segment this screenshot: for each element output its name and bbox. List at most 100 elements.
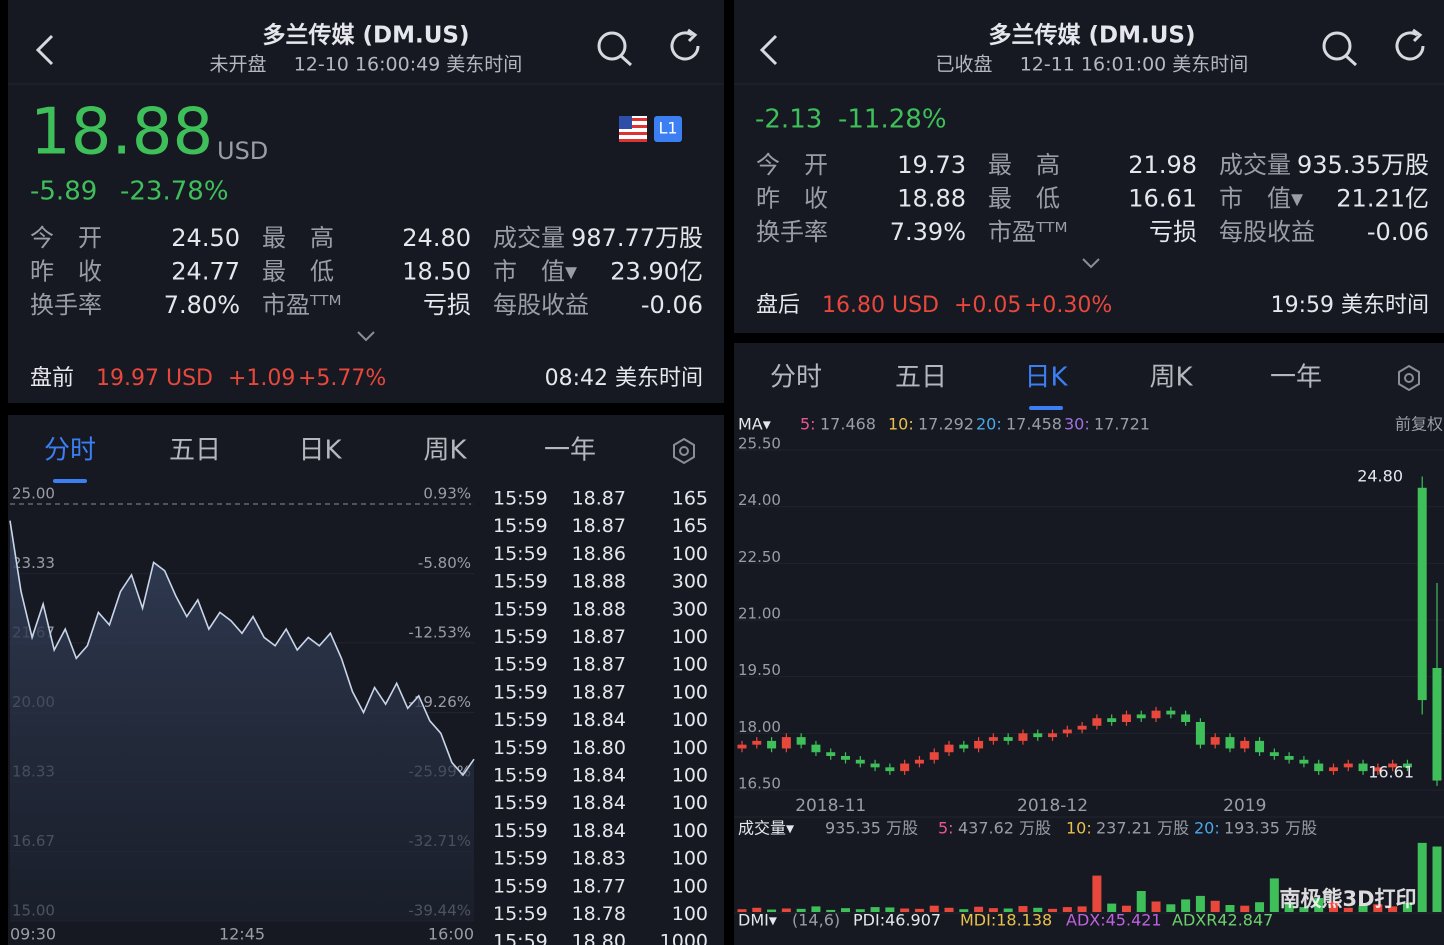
- trade-time: 15:59: [493, 543, 548, 565]
- candle-body: [811, 744, 821, 753]
- y-tick-label: 23.33: [12, 554, 55, 572]
- stat-value: 亏损: [1149, 218, 1197, 246]
- candle-body: [1077, 725, 1087, 730]
- volume-bar: [1269, 878, 1279, 912]
- candle-body: [1107, 718, 1117, 722]
- title: 多兰传媒 (DM.US): [989, 22, 1196, 49]
- stat-value: 23.90亿: [610, 258, 703, 286]
- volume-bar: [737, 909, 747, 912]
- trade-price: 18.84: [572, 820, 626, 842]
- candle-body: [1166, 710, 1176, 715]
- volume-bar: [1328, 901, 1338, 912]
- volume-bar: [1136, 891, 1146, 912]
- volume-bar: [870, 907, 880, 912]
- trade-time: 15:59: [493, 931, 548, 945]
- volume-ma-value: 237.21 万股: [1096, 819, 1189, 838]
- tab[interactable]: 分时: [770, 363, 822, 393]
- expand-icon[interactable]: [357, 331, 375, 342]
- badge-text: L1: [658, 119, 677, 138]
- candle-body: [1417, 487, 1427, 701]
- back-button[interactable]: [759, 34, 778, 66]
- stat-label: 昨 收: [30, 258, 102, 286]
- expand-icon[interactable]: [1082, 258, 1100, 269]
- separator: [8, 403, 724, 415]
- settings-button[interactable]: [673, 437, 695, 465]
- candle-body: [1062, 729, 1072, 734]
- adjust-label: 前复权: [1395, 415, 1443, 434]
- timestamp: 12-11 16:01:00 美东时间: [1020, 54, 1249, 76]
- x-tick-label: 12:45: [219, 925, 265, 944]
- candle-body: [1003, 737, 1013, 741]
- candle-body: [752, 740, 762, 745]
- candle-body: [1388, 763, 1398, 768]
- candle-body: [870, 763, 880, 768]
- y-tick-label: 25.50: [738, 435, 781, 453]
- y2-tick-label: -5.80%: [418, 554, 471, 572]
- tab[interactable]: 日K: [298, 436, 342, 466]
- trade-time: 15:59: [493, 709, 548, 731]
- volume-bar: [1358, 905, 1368, 912]
- volume-bar: [841, 908, 851, 912]
- volume-bar: [1077, 906, 1087, 912]
- volume-bar: [1048, 908, 1058, 912]
- volume-bar: [1062, 907, 1072, 912]
- stat-label: 最 高: [262, 224, 334, 252]
- tab[interactable]: 五日: [169, 436, 221, 466]
- stat-value: 24.50: [171, 224, 240, 252]
- currency: USD: [217, 137, 268, 165]
- refresh-button[interactable]: [670, 28, 700, 61]
- volume-bar: [944, 907, 954, 912]
- volume-bar: [1373, 904, 1383, 912]
- volume-bar: [1166, 904, 1176, 912]
- trade-price: 18.87: [572, 626, 626, 648]
- volume-bar: [781, 908, 791, 912]
- settings-button[interactable]: [1398, 364, 1420, 392]
- candle-body: [1181, 714, 1191, 722]
- y-tick-label: 24.00: [738, 491, 781, 509]
- candle-body: [1048, 733, 1058, 738]
- search-button[interactable]: [1322, 31, 1358, 67]
- price: 18.88: [30, 96, 213, 170]
- candle-body: [914, 759, 924, 764]
- area: [10, 520, 474, 921]
- stat-label: 最 低: [988, 185, 1060, 213]
- stat-value: 21.98: [1128, 151, 1197, 179]
- volume-bar: [1432, 846, 1442, 912]
- stat-value: 21.21亿: [1336, 185, 1429, 213]
- volume-bar: [900, 908, 910, 912]
- volume-bar: [1018, 906, 1028, 912]
- volume-bar: [1284, 903, 1294, 912]
- tab[interactable]: 周K: [1149, 363, 1193, 393]
- search-button[interactable]: [597, 31, 633, 67]
- tab[interactable]: 日K: [1024, 363, 1068, 393]
- dmi-value: MDI:18.138: [960, 911, 1052, 930]
- tab[interactable]: 五日: [895, 363, 947, 393]
- trade-qty: 100: [672, 543, 708, 565]
- candle-body: [1299, 759, 1309, 764]
- volume-bar: [811, 906, 821, 912]
- stat-label: 成交量: [1219, 151, 1291, 179]
- volume-bar: [855, 909, 865, 912]
- refresh-button[interactable]: [1395, 28, 1425, 61]
- volume-bar: [959, 909, 969, 912]
- tab[interactable]: 分时: [44, 436, 96, 466]
- session-time: 19:59 美东时间: [1271, 293, 1429, 318]
- volume-bar: [1299, 907, 1309, 912]
- x-tick-label: 2019: [1223, 796, 1266, 816]
- stat-value: 7.39%: [890, 218, 966, 246]
- candle-body: [1225, 737, 1235, 749]
- tab[interactable]: 一年: [1270, 363, 1322, 393]
- stat-value: 987.77万股: [571, 224, 703, 252]
- trade-price: 18.87: [572, 515, 626, 537]
- dmi-params: (14,6): [792, 911, 840, 930]
- tab[interactable]: 周K: [423, 436, 467, 466]
- stat-value: 18.50: [402, 258, 471, 286]
- volume-bar: [1225, 905, 1235, 912]
- tab[interactable]: 一年: [544, 436, 596, 466]
- change-pct: -23.78%: [120, 177, 229, 207]
- trade-qty: 100: [672, 709, 708, 731]
- stat-value: 7.80%: [164, 291, 240, 319]
- volume-ma-value: 437.62 万股: [958, 819, 1051, 838]
- stat-label: 今 开: [756, 151, 828, 179]
- back-button[interactable]: [35, 34, 54, 66]
